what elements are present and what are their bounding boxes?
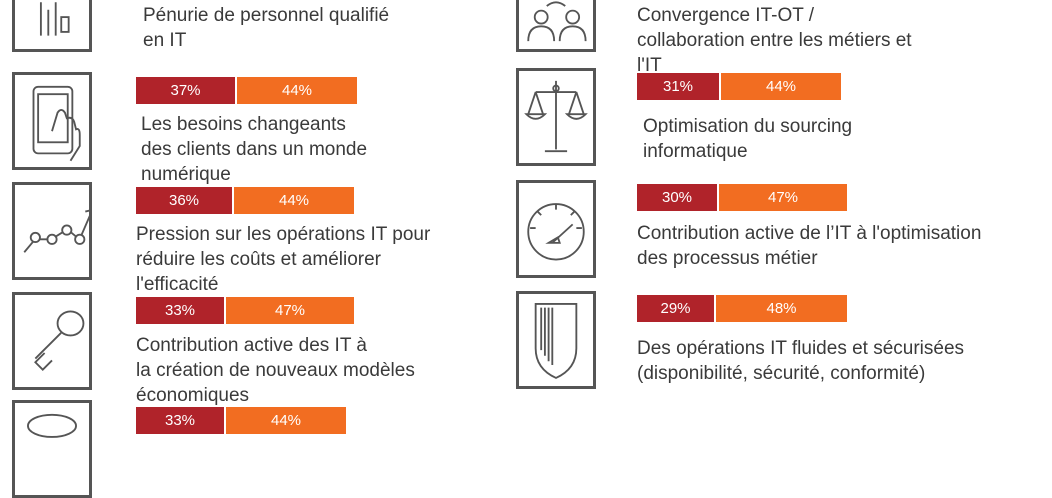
bar-segment-a: 33% [136, 407, 226, 434]
label-line: Contribution active des IT à [136, 335, 367, 356]
key-icon [12, 292, 92, 390]
bar-segment-b: 44% [226, 407, 346, 434]
label-line: informatique [643, 141, 748, 162]
label-line: numérique [141, 164, 231, 185]
label-item-6: Optimisation du sourcing informatique [643, 114, 1003, 164]
label-line: collaboration entre les métiers et [637, 30, 912, 51]
bar-segment-a: 33% [136, 297, 226, 324]
label-line: (disponibilité, sécurité, conformité) [637, 363, 926, 384]
label-line: des processus métier [637, 248, 818, 269]
label-line: la création de nouveaux modèles [136, 360, 415, 381]
label-item-7: Contribution active de l’IT à l'optimisa… [637, 221, 1047, 271]
person-icon [12, 0, 92, 52]
circle-icon [12, 400, 92, 498]
bar-row-8: 29% 48% [637, 295, 847, 322]
bar-segment-b: 44% [721, 73, 841, 100]
label-line: Convergence IT-OT / [637, 5, 815, 26]
label-item-5: Convergence IT-OT / collaboration entre … [637, 3, 997, 78]
people-exchange-icon [516, 0, 596, 52]
label-line: des clients dans un monde [141, 139, 368, 160]
label-line: réduire les coûts et améliorer [136, 249, 381, 270]
label-item-8: Des opérations IT fluides et sécurisées … [637, 336, 1047, 386]
bar-value-label: 33% [164, 412, 196, 429]
label-line: l'IT [637, 55, 662, 76]
bar-value-label: 44% [281, 82, 313, 99]
bar-value-label: 47% [274, 302, 306, 319]
label-line: Les besoins changeants [141, 114, 346, 135]
bar-value-label: 31% [662, 78, 694, 95]
bar-value-label: 29% [660, 300, 691, 317]
label-line: Contribution active de l’IT à l'optimisa… [637, 223, 982, 244]
bar-row-1: 37% 44% [136, 77, 357, 104]
label-item-0: Pénurie de personnel qualifié en IT [143, 3, 473, 53]
label-line: Des opérations IT fluides et sécurisées [637, 338, 965, 359]
bar-value-label: 47% [767, 189, 799, 206]
bar-segment-b: 47% [719, 184, 847, 211]
bar-segment-b: 44% [237, 77, 357, 104]
bar-value-label: 44% [765, 78, 797, 95]
bar-segment-a: 30% [637, 184, 719, 211]
bar-row-7: 30% 47% [637, 184, 847, 211]
bar-segment-a: 31% [637, 73, 721, 100]
bar-row-3: 33% 47% [136, 297, 354, 324]
bar-segment-a: 37% [136, 77, 237, 104]
bar-row-4: 33% 44% [136, 407, 346, 434]
bar-value-label: 30% [661, 189, 693, 206]
bar-value-label: 36% [168, 192, 200, 209]
bar-value-label: 48% [766, 300, 797, 317]
bar-row-2: 36% 44% [136, 187, 354, 214]
label-line: Optimisation du sourcing [643, 116, 853, 137]
bar-value-label: 37% [170, 82, 201, 99]
bar-segment-b: 48% [716, 295, 847, 322]
shield-icon [516, 291, 596, 389]
bar-segment-b: 47% [226, 297, 354, 324]
bar-row-6: 31% 44% [637, 73, 841, 100]
tablet-hand-icon [12, 72, 92, 170]
scale-icon [516, 68, 596, 166]
bar-segment-b: 44% [234, 187, 354, 214]
bar-segment-a: 36% [136, 187, 234, 214]
label-line: en IT [143, 30, 187, 51]
bar-value-label: 33% [164, 302, 196, 319]
gauge-icon [516, 180, 596, 278]
label-line: économiques [136, 385, 250, 406]
trend-line-icon [12, 182, 92, 280]
label-item-3: Contribution active des IT à la création… [136, 333, 486, 408]
label-item-2: Pression sur les opérations IT pour rédu… [136, 222, 486, 297]
label-line: Pénurie de personnel qualifié [143, 5, 390, 26]
label-line: l'efficacité [136, 274, 219, 295]
bar-segment-a: 29% [637, 295, 716, 322]
bar-value-label: 44% [278, 192, 310, 209]
bar-value-label: 44% [270, 412, 302, 429]
label-item-1: Les besoins changeants des clients dans … [141, 112, 471, 187]
label-line: Pression sur les opérations IT pour [136, 224, 431, 245]
